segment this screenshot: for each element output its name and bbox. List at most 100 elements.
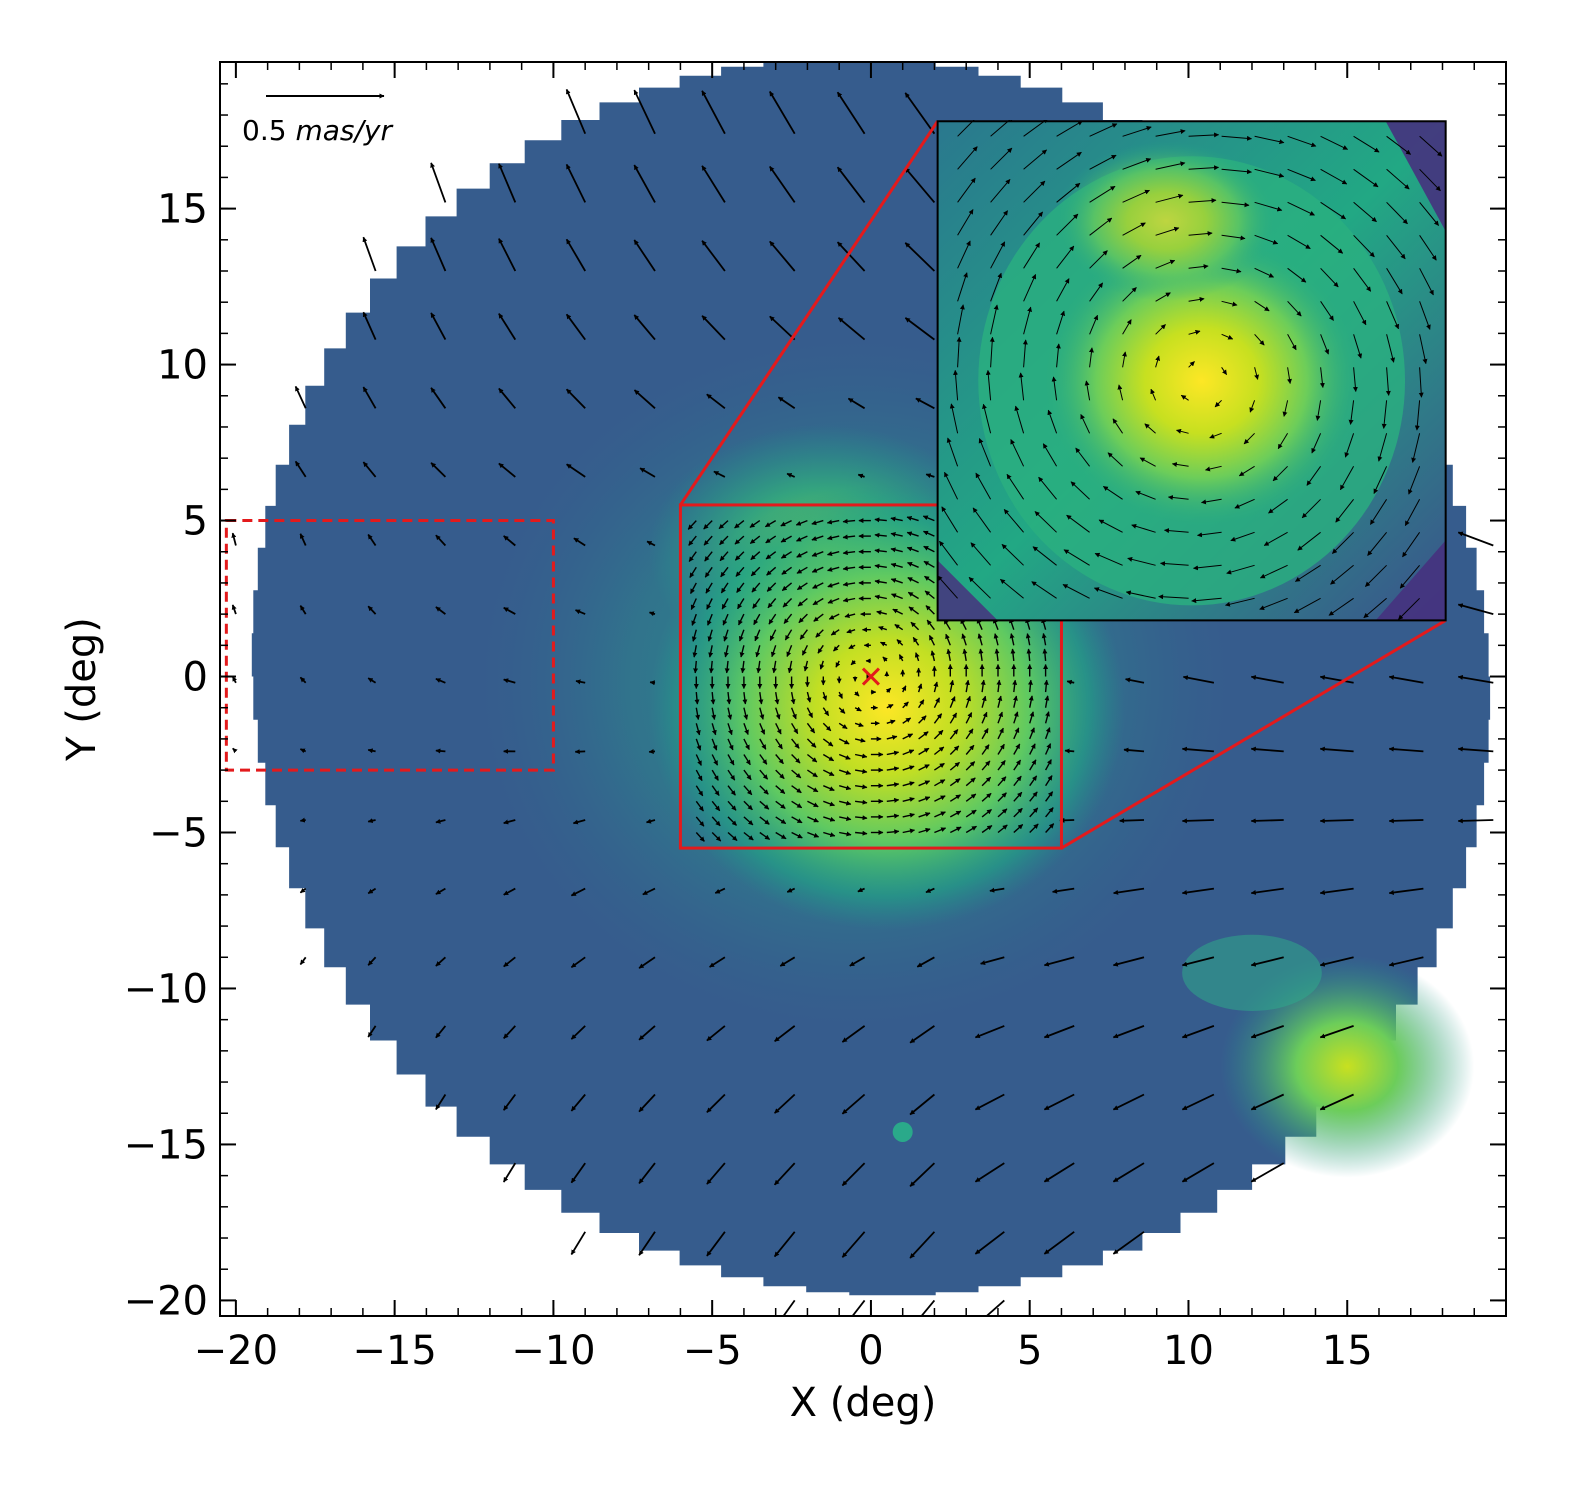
inner-vector-arrow [780,519,792,527]
inset-vector-arrow [1399,564,1420,589]
inner-vector-arrow [923,560,935,568]
inner-vector-arrow [790,707,797,720]
vector-arrow [701,90,726,135]
inner-vector-arrow [727,754,735,766]
inner-vector-arrow [740,660,746,674]
inset-vector-arrow [1320,234,1344,254]
inner-vector-arrow [735,566,745,577]
inset-vector-arrow [1294,564,1321,582]
inset-vector-arrow [1386,168,1410,190]
inset-vector-arrow [990,120,1014,137]
inset-vector-arrow [957,146,978,170]
vector-arrow [706,1162,726,1185]
vector-arrow [1181,1093,1215,1111]
inner-vector-arrow [1029,775,1038,787]
inner-vector-arrow [842,534,856,540]
inner-vector-arrow [727,800,737,811]
inset-vector-arrow [1221,168,1252,175]
inner-vector-arrow [906,546,919,553]
inset-vector-arrow [1102,485,1123,500]
vector-arrow [847,397,866,410]
inner-vector-arrow [743,800,753,811]
inset-vector-arrow [1070,481,1090,500]
inset-vector-arrow [970,542,991,566]
inner-vector-arrow [965,695,971,708]
inner-vector-arrow [710,692,716,705]
vector-arrow [435,748,446,754]
inner-vector-arrow [965,809,977,818]
inner-vector-arrow [711,707,717,720]
inset-vector-arrow [1287,168,1316,182]
inner-vector-arrow [997,776,1007,787]
inner-vector-arrow [750,551,761,561]
inner-vector-arrow [695,754,702,766]
vector-arrow [367,1025,377,1038]
inner-vector-arrow [918,731,929,740]
inner-vector-arrow [695,738,702,751]
inset-frame [936,120,1447,622]
inset-vector-arrow [1038,476,1057,500]
inner-vector-arrow [874,594,887,600]
inner-vector-arrow [981,744,990,755]
inset-vector-arrow [1122,222,1146,236]
y-tick-label: 5 [183,499,208,545]
inset-vector-arrow [1117,384,1124,401]
inner-vector-arrow [839,831,852,837]
inset-vector-arrow [949,403,959,434]
inset-vector-arrow [1330,564,1354,585]
inner-vector-arrow [759,816,770,825]
vector-arrow [498,387,516,409]
inset-vector-arrow [1418,367,1424,398]
inner-vector-arrow [795,519,808,526]
vector-arrow [435,534,447,547]
inset-vector-arrow [1075,447,1090,467]
inner-vector-arrow [994,648,1000,661]
inset-vector-arrow [1006,473,1025,500]
vector-arrow [367,677,377,684]
inner-vector-arrow [791,769,802,779]
inset-vector-arrow [1254,267,1275,278]
inner-vector-arrow [803,660,809,672]
inset-vector-arrow [1188,198,1217,204]
vector-arrow [701,165,726,203]
inner-vector-arrow [791,816,803,824]
vector-arrow [566,463,586,478]
inset-vector-arrow [957,272,968,302]
vector-arrow [1250,1093,1285,1111]
vector-arrow [649,680,656,686]
inner-vector-arrow [1028,695,1034,708]
inset-vector-arrow [1063,549,1090,566]
vector-arrow [570,1025,586,1040]
inset-vector-arrow [1214,399,1222,408]
inset-vector-arrow [1066,514,1090,533]
inner-vector-arrow [925,605,935,615]
inner-vector-arrow [812,597,824,606]
inset-vector-arrow [1259,597,1288,610]
inset-vector-arrow [1221,135,1252,141]
inset-vector-arrow [1098,519,1123,533]
vector-arrow [1043,1025,1075,1039]
inset-vector-arrow [1122,319,1132,335]
inner-vector-arrow [691,629,697,642]
inner-vector-arrow [896,639,904,646]
inset-vector-arrow [1122,158,1152,170]
inner-vector-arrow [780,551,792,559]
inset-vector-arrow [1122,254,1142,269]
inner-vector-arrow [739,645,745,658]
inset-vector-arrow [1282,400,1289,417]
inner-vector-arrow [838,707,846,714]
inner-vector-arrow [743,754,751,766]
vector-arrow [1182,675,1215,684]
vector-arrow [362,461,377,478]
inner-vector-arrow [854,737,866,743]
vector-arrow [648,749,656,755]
inset-vector-arrow [1056,182,1081,203]
inner-vector-arrow [695,723,701,736]
inset-vector-arrow [1023,306,1032,335]
inner-vector-arrow [756,660,762,674]
vector-arrow [572,819,586,825]
inner-vector-arrow [1029,807,1039,818]
vector-arrow [989,887,1005,893]
vector-arrow [904,242,936,272]
inner-vector-arrow [796,551,808,558]
